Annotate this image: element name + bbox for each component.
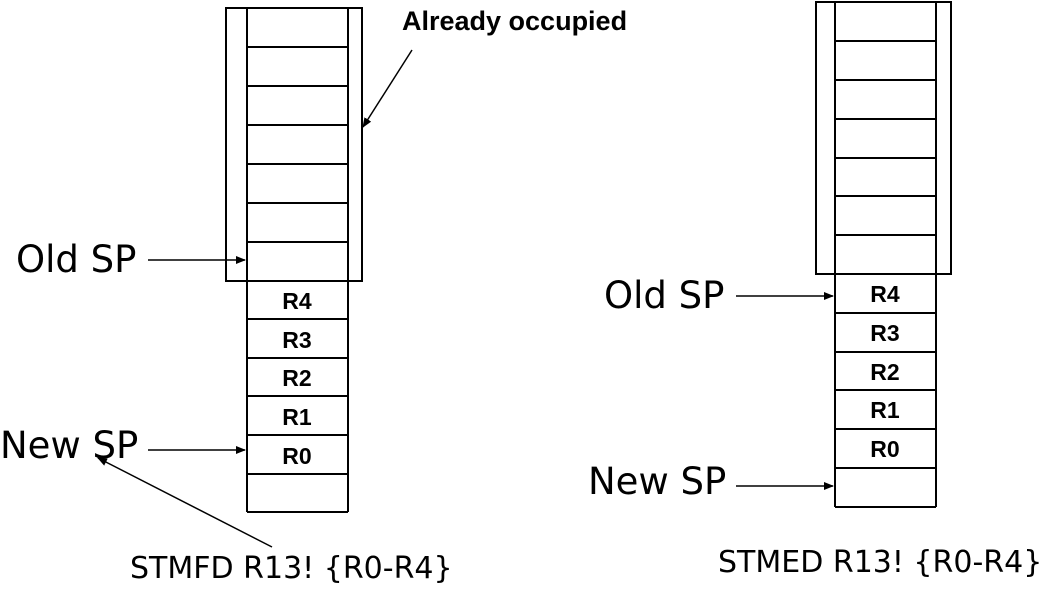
register-label: R3 xyxy=(282,327,311,353)
register-label: R3 xyxy=(870,320,899,346)
caption-pointer-arrow xyxy=(97,457,273,548)
stack-left xyxy=(225,7,363,513)
old-sp-label-left: Old SP xyxy=(16,238,136,281)
old-sp-label-right: Old SP xyxy=(604,274,724,317)
register-label: R4 xyxy=(870,281,900,307)
stack-right xyxy=(815,1,952,508)
already-occupied-arrow xyxy=(362,49,413,128)
already-occupied-label: Already occupied xyxy=(402,6,627,36)
register-label: R0 xyxy=(870,436,899,462)
register-label: R0 xyxy=(282,443,311,469)
occupied-frame-right xyxy=(815,1,952,275)
caption-stmed: STMED R13! {R0-R4} xyxy=(718,545,1042,580)
register-label: R1 xyxy=(870,397,900,423)
register-label: R4 xyxy=(282,288,312,314)
caption-stmfd: STMFD R13! {R0-R4} xyxy=(130,551,453,586)
new-sp-label-right: New SP xyxy=(588,460,726,503)
register-label: R2 xyxy=(870,359,899,385)
register-label: R2 xyxy=(282,365,311,391)
register-label: R1 xyxy=(282,404,312,430)
new-sp-label-left: New SP xyxy=(0,424,138,467)
